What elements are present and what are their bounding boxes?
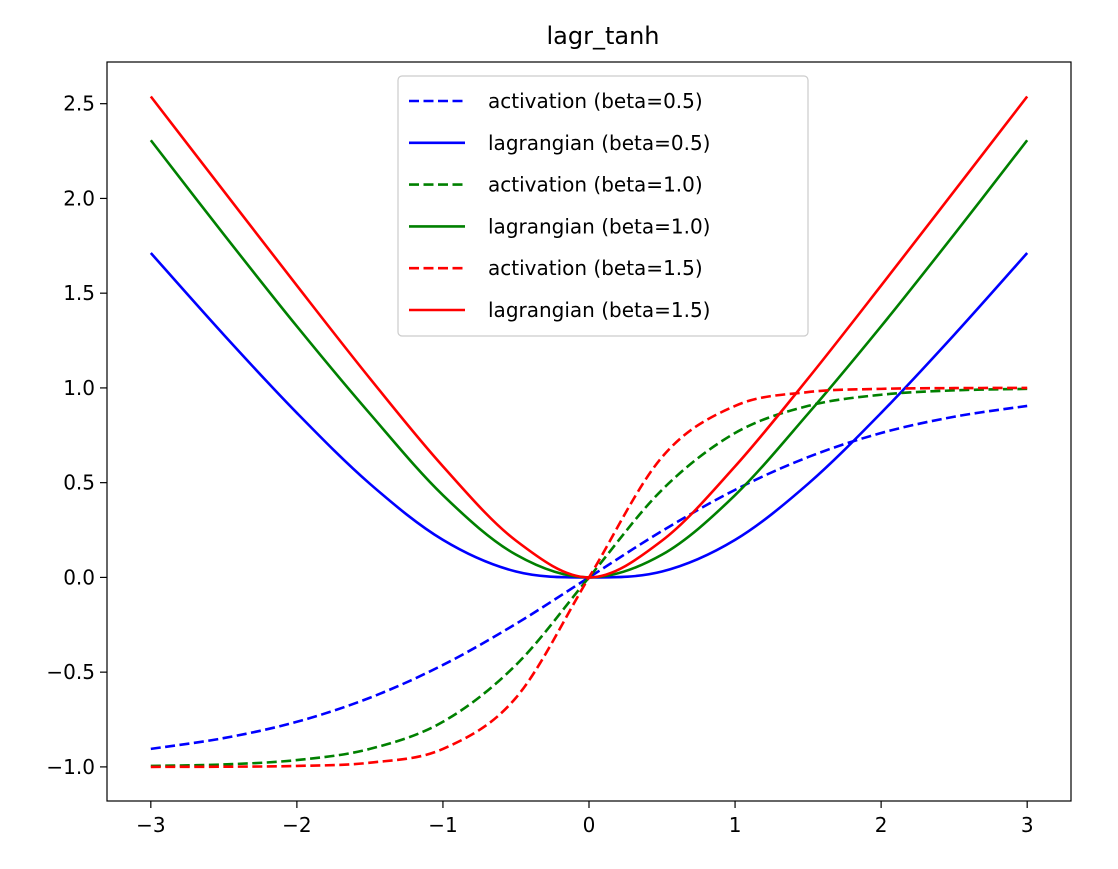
y-tick-label: 2.5	[63, 92, 95, 116]
y-tick-label: −0.5	[46, 660, 95, 684]
series-line-1	[150, 404, 1028, 751]
legend-label: activation (beta=1.0)	[488, 173, 703, 197]
series-layer	[149, 95, 1029, 769]
x-tick-label: 1	[729, 813, 742, 837]
x-tick-label: 3	[1021, 813, 1034, 837]
legend-label: lagrangian (beta=1.5)	[488, 298, 710, 322]
series-line-6	[149, 95, 1029, 579]
y-axis: −1.0 −0.5 0.0 0.5 1.0 1.5 2.0 2.5	[46, 92, 107, 779]
y-tick-label: 1.0	[63, 376, 95, 400]
legend-label: lagrangian (beta=0.5)	[488, 131, 710, 155]
y-tick-label: −1.0	[46, 755, 95, 779]
chart-title: lagr_tanh	[546, 22, 659, 50]
y-tick-label: 2.0	[63, 186, 95, 210]
x-tick-label: 0	[583, 813, 596, 837]
legend-box	[397, 75, 809, 337]
x-tick-label: 2	[875, 813, 888, 837]
y-tick-label: 0.0	[63, 565, 95, 589]
legend: activation (beta=0.5) lagrangian (beta=0.…	[397, 75, 809, 337]
y-tick-label: 0.5	[63, 471, 95, 495]
y-tick-label: 1.5	[63, 281, 95, 305]
x-tick-label: −2	[282, 813, 311, 837]
x-tick-label: −1	[428, 813, 457, 837]
legend-label: activation (beta=0.5)	[488, 89, 703, 113]
legend-label: activation (beta=1.5)	[488, 256, 703, 280]
series-line-3	[150, 387, 1028, 768]
legend-label: lagrangian (beta=1.0)	[488, 214, 710, 238]
x-tick-label: −3	[136, 813, 165, 837]
x-axis: −3 −2 −1 0 1 2 3	[136, 801, 1034, 837]
